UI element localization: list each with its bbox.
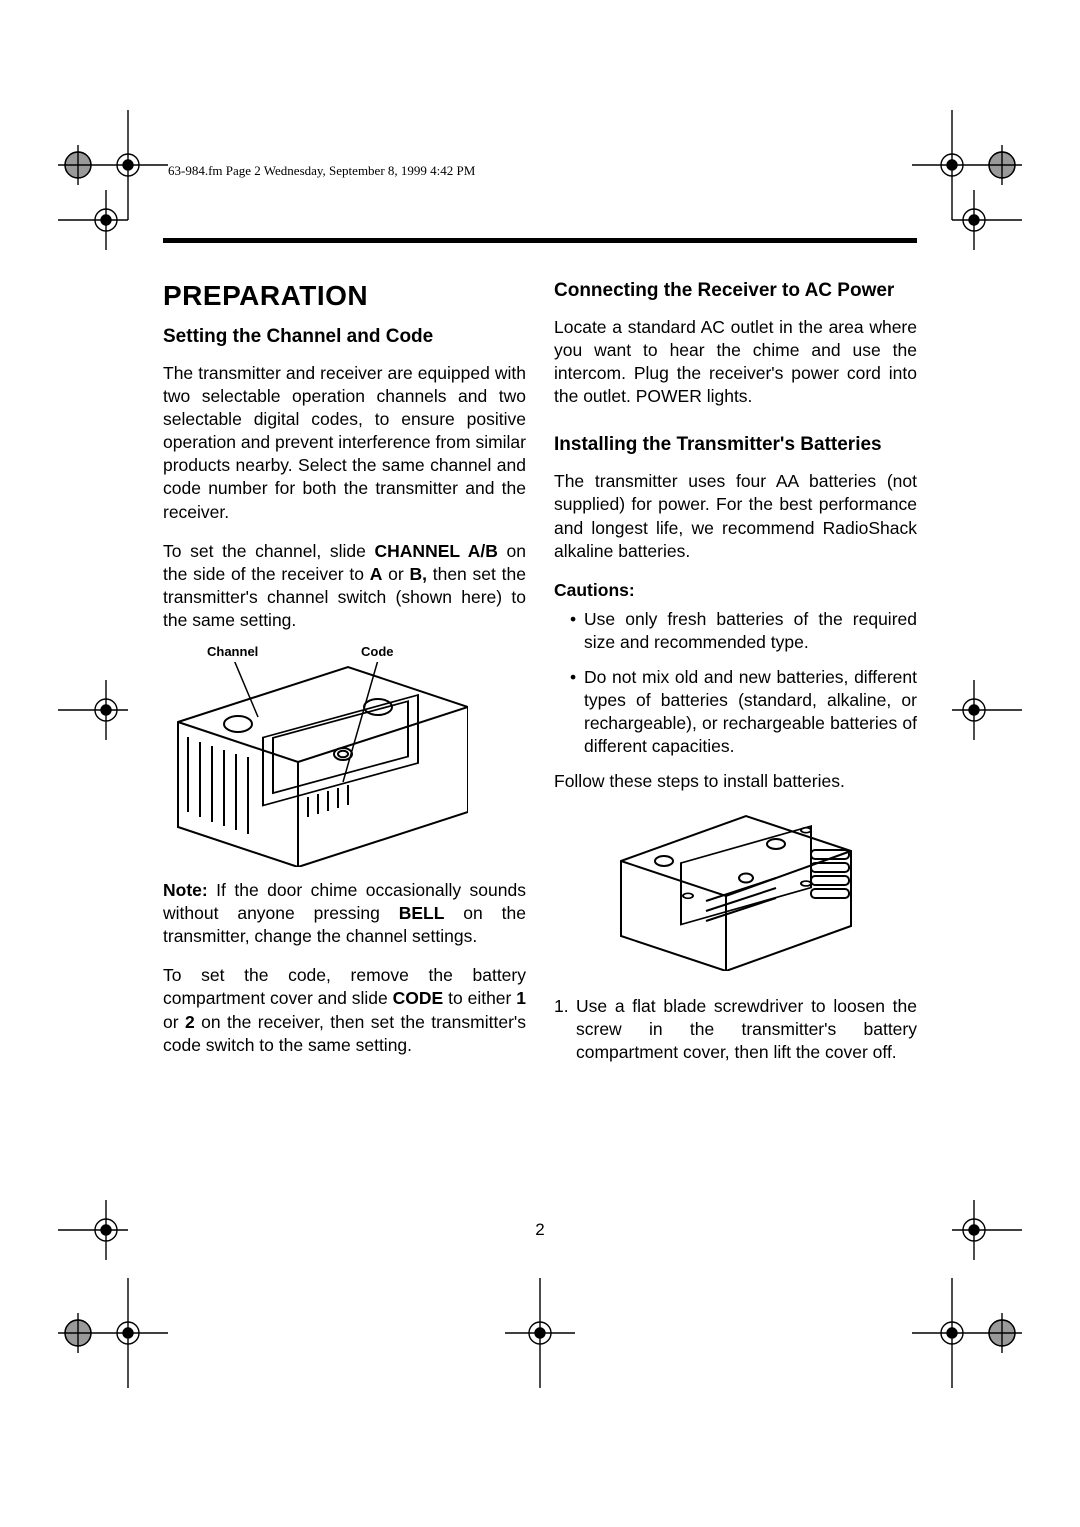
left-column: PREPARATION Setting the Channel and Code… — [163, 280, 526, 1064]
crop-mark-icon — [912, 110, 1022, 220]
inline-bold: BELL — [399, 903, 445, 923]
inline-bold: B, — [409, 564, 427, 584]
subheading-batteries: Installing the Transmitter's Batteries — [554, 434, 917, 456]
battery-diagram-icon — [606, 806, 866, 971]
figure-transmitter-switches: Channel Code — [163, 644, 526, 869]
text: To set the channel, slide — [163, 541, 375, 561]
figure-battery-install — [554, 806, 917, 981]
text: or — [163, 1012, 185, 1032]
list-item: Use only fresh batteries of the required… — [570, 608, 917, 654]
paragraph: To set the code, remove the battery comp… — [163, 964, 526, 1056]
step-number: 1. — [554, 995, 569, 1018]
text: on the receiver, then set the transmitte… — [163, 1012, 526, 1055]
crop-mark-icon — [58, 680, 128, 740]
inline-bold: CODE — [393, 988, 444, 1008]
paragraph-note: Note: If the door chime occasionally sou… — [163, 879, 526, 948]
crop-mark-icon — [505, 1278, 575, 1388]
right-column: Connecting the Receiver to AC Power Loca… — [554, 280, 917, 1064]
header-page-info: 63-984.fm Page 2 Wednesday, September 8,… — [168, 163, 475, 179]
transmitter-diagram-icon — [168, 662, 468, 867]
list-item: 1. Use a flat blade screwdriver to loose… — [554, 995, 917, 1064]
list-item: Do not mix old and new batteries, differ… — [570, 666, 917, 758]
inline-bold: A — [370, 564, 383, 584]
inline-bold: Note: — [163, 880, 208, 900]
cautions-list: Use only fresh batteries of the required… — [554, 608, 917, 759]
content-columns: PREPARATION Setting the Channel and Code… — [163, 280, 917, 1064]
page: 63-984.fm Page 2 Wednesday, September 8,… — [0, 0, 1080, 1527]
inline-bold: CHANNEL A/B — [375, 541, 498, 561]
inline-bold: 2 — [185, 1012, 195, 1032]
paragraph: Follow these steps to install batteries. — [554, 770, 917, 793]
text: or — [382, 564, 409, 584]
cautions-label: Cautions: — [554, 580, 635, 600]
subheading-ac-power: Connecting the Receiver to AC Power — [554, 280, 917, 302]
top-rule — [163, 238, 917, 243]
crop-mark-icon — [58, 110, 168, 220]
paragraph: The transmitter uses four AA batteries (… — [554, 470, 917, 562]
figure-label-channel: Channel — [207, 644, 258, 659]
crop-mark-icon — [912, 1278, 1022, 1388]
crop-mark-icon — [58, 1278, 168, 1388]
inline-bold: 1 — [516, 988, 526, 1008]
crop-mark-icon — [952, 190, 1022, 250]
subheading-channel-code: Setting the Channel and Code — [163, 326, 526, 348]
paragraph: The transmitter and receiver are equippe… — [163, 362, 526, 524]
figure-label-code: Code — [361, 644, 394, 659]
crop-mark-icon — [952, 680, 1022, 740]
section-heading: PREPARATION — [163, 280, 526, 312]
crop-mark-icon — [58, 190, 128, 250]
paragraph: Locate a standard AC outlet in the area … — [554, 316, 917, 408]
page-number: 2 — [0, 1220, 1080, 1240]
paragraph: To set the channel, slide CHANNEL A/B on… — [163, 540, 526, 632]
step-text: Use a flat blade screwdriver to loosen t… — [576, 996, 917, 1062]
steps-list: 1. Use a flat blade screwdriver to loose… — [554, 995, 917, 1064]
text: to either — [443, 988, 516, 1008]
